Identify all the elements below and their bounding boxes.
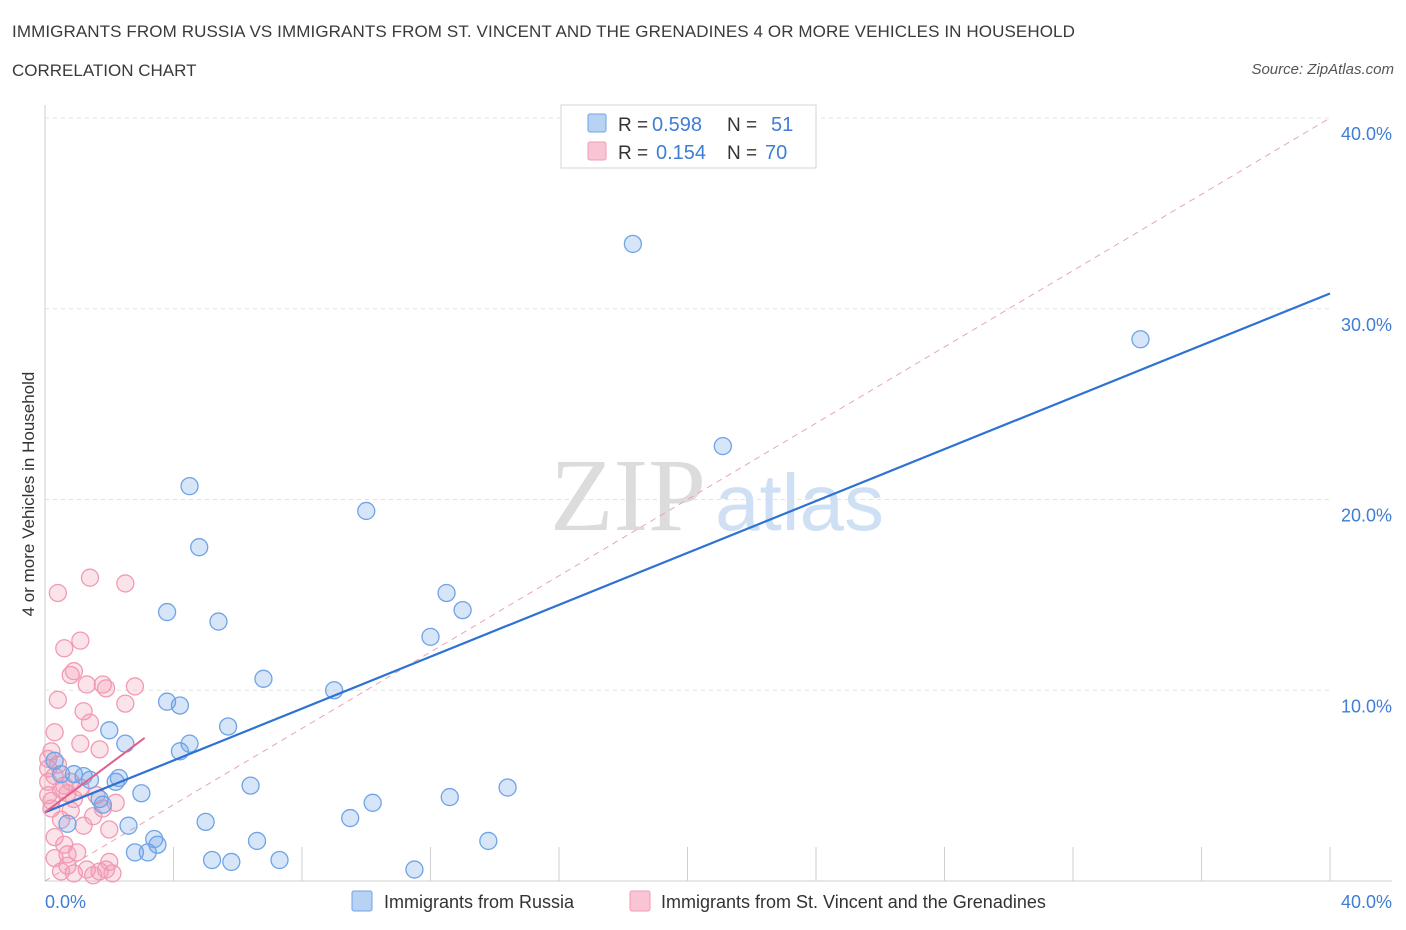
st-vincent-point bbox=[55, 639, 74, 658]
legend-n-label-russia: N = bbox=[727, 115, 757, 136]
russia-point bbox=[209, 612, 228, 631]
russia-point bbox=[498, 778, 517, 797]
st-vincent-point bbox=[116, 574, 135, 593]
bottom-legend-label-st-vincent: Immigrants from St. Vincent and the Gren… bbox=[661, 892, 1046, 912]
russia-point bbox=[437, 583, 456, 603]
st-vincent-point bbox=[125, 677, 145, 696]
russia-point bbox=[713, 436, 732, 456]
russia-point bbox=[1131, 330, 1150, 349]
legend-r-label-st-vincent: R = bbox=[618, 143, 648, 164]
russia-point bbox=[119, 816, 138, 835]
bottom-legend-label-russia: Immigrants from Russia bbox=[384, 892, 575, 912]
russia-point bbox=[357, 501, 376, 521]
russia-point bbox=[440, 787, 459, 807]
st-vincent-point bbox=[100, 820, 119, 839]
y-tick-label-20: 20.0% bbox=[1341, 506, 1392, 526]
russia-point bbox=[202, 850, 222, 870]
st-vincent-point bbox=[100, 852, 119, 872]
y-tick-label-30: 30.0% bbox=[1341, 315, 1392, 335]
st-vincent-point bbox=[45, 723, 64, 742]
russia-point bbox=[247, 831, 267, 851]
legend-swatch-russia bbox=[587, 113, 607, 133]
russia-point bbox=[190, 538, 209, 557]
russia-point bbox=[145, 829, 164, 849]
russia-point bbox=[341, 808, 360, 828]
y-axis-label: 4 or more Vehicles in Household bbox=[19, 372, 38, 617]
st-vincent-point bbox=[48, 583, 67, 603]
russia-point bbox=[58, 814, 77, 833]
st-vincent-point bbox=[103, 864, 122, 883]
st-vincent-point bbox=[48, 690, 67, 709]
watermark-atlas: atlas bbox=[715, 458, 884, 547]
legend-n-label-st-vincent: N = bbox=[727, 143, 757, 164]
correlation-legend: R = 0.598 N = 51 R = 0.154 N = 70 bbox=[560, 104, 817, 169]
russia-point bbox=[180, 734, 199, 753]
st-vincent-point bbox=[45, 827, 64, 847]
russia-point bbox=[196, 812, 215, 832]
st-vincent-point bbox=[74, 702, 93, 721]
bottom-legend-swatch-st-vincent bbox=[629, 890, 651, 912]
russia-point bbox=[93, 795, 112, 814]
st-vincent-point bbox=[71, 631, 90, 650]
st-vincent-point bbox=[77, 675, 96, 694]
legend-n-value-st-vincent: 70 bbox=[765, 142, 787, 164]
russia-point bbox=[132, 784, 151, 803]
russia-point bbox=[254, 669, 273, 688]
grid-lines bbox=[45, 117, 1330, 691]
series-legend: Immigrants from Russia Immigrants from S… bbox=[351, 890, 1046, 912]
russia-point bbox=[116, 734, 135, 753]
russia-point bbox=[623, 234, 643, 254]
y-tick-label-10: 10.0% bbox=[1341, 696, 1392, 716]
russia-point bbox=[170, 696, 190, 715]
chart-subtitle: CORRELATION CHART bbox=[12, 61, 197, 80]
russia-point bbox=[270, 850, 289, 870]
st-vincent-point bbox=[90, 740, 109, 759]
russia-point bbox=[148, 835, 167, 854]
russia-point bbox=[180, 476, 199, 496]
russia-point bbox=[222, 852, 241, 872]
st-vincent-point bbox=[80, 568, 100, 587]
legend-n-value-russia: 51 bbox=[771, 114, 793, 136]
russia-point bbox=[218, 717, 238, 736]
axes bbox=[44, 105, 1392, 882]
tick-labels: 10.0% 20.0% 30.0% 40.0% 0.0% 40.0% bbox=[45, 124, 1392, 912]
russia-point bbox=[479, 831, 498, 851]
russia-point bbox=[100, 721, 119, 740]
y-tick-label-40: 40.0% bbox=[1341, 124, 1392, 144]
st-vincent-point bbox=[96, 679, 116, 698]
russia-point bbox=[453, 600, 472, 620]
russia-points bbox=[45, 234, 1150, 879]
russia-point bbox=[405, 860, 424, 879]
watermark: ZIP atlas bbox=[550, 438, 884, 553]
x-tick-label-min: 0.0% bbox=[45, 892, 86, 912]
watermark-zip: ZIP bbox=[550, 438, 706, 553]
russia-point bbox=[51, 765, 71, 784]
st-vincent-point bbox=[71, 734, 90, 753]
st-vincent-points bbox=[39, 568, 145, 885]
st-vincent-point bbox=[64, 662, 84, 681]
reference-line-group bbox=[45, 118, 1330, 881]
st-vincent-point bbox=[67, 843, 87, 862]
x-tick-label-max: 40.0% bbox=[1341, 892, 1392, 912]
legend-swatch-st-vincent bbox=[587, 141, 607, 161]
russia-point bbox=[363, 793, 382, 812]
legend-r-value-russia: 0.598 bbox=[652, 114, 702, 136]
st-vincent-point bbox=[74, 816, 93, 835]
russia-point bbox=[421, 627, 440, 646]
st-vincent-trend-line bbox=[44, 737, 146, 814]
legend-r-label-russia: R = bbox=[618, 115, 648, 136]
russia-point bbox=[125, 843, 145, 862]
source-credit: Source: ZipAtlas.com bbox=[1251, 61, 1394, 78]
russia-point bbox=[241, 776, 260, 795]
st-vincent-point bbox=[116, 694, 135, 713]
trend-lines bbox=[44, 292, 1331, 814]
bottom-legend-swatch-russia bbox=[351, 890, 373, 912]
legend-r-value-st-vincent: 0.154 bbox=[656, 142, 706, 164]
reference-line bbox=[45, 118, 1330, 881]
st-vincent-point bbox=[80, 713, 100, 732]
russia-point bbox=[157, 602, 177, 622]
russia-trend-line bbox=[44, 292, 1331, 814]
chart-title: IMMIGRANTS FROM RUSSIA VS IMMIGRANTS FRO… bbox=[12, 22, 1075, 41]
